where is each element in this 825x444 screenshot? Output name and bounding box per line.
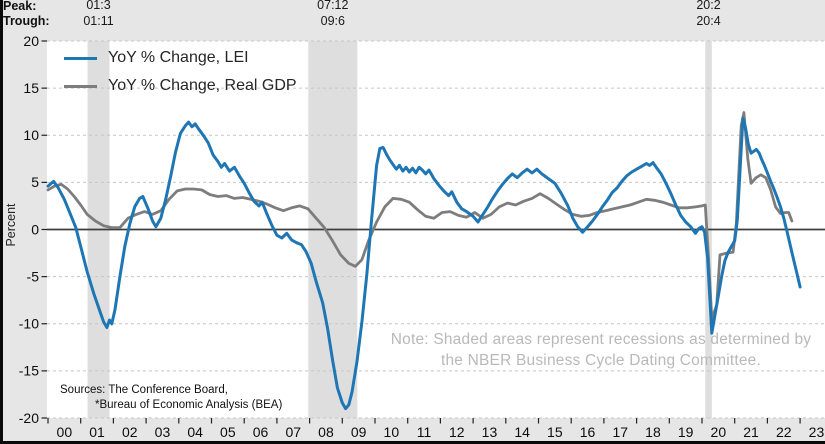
- x-tick-label: 19: [678, 424, 694, 440]
- x-tick-label: 06: [253, 424, 269, 440]
- y-tick-label: 20: [23, 33, 39, 49]
- x-tick-label: 02: [122, 424, 138, 440]
- x-tick-label: 13: [482, 424, 498, 440]
- recession-trough-date: 20:4: [696, 13, 721, 28]
- y-tick-label: -15: [19, 363, 39, 379]
- sources: Sources: The Conference Board, *Bureau o…: [60, 383, 282, 413]
- x-tick-label: 03: [155, 424, 171, 440]
- legend-label-lei: YoY % Change, LEI: [108, 49, 249, 66]
- y-tick-label: -20: [19, 410, 39, 426]
- x-tick-label: 14: [514, 424, 530, 440]
- x-tick-label: 05: [220, 424, 236, 440]
- x-tick-label: 12: [449, 424, 465, 440]
- y-tick-label: -10: [19, 316, 39, 332]
- recession-note: Note: Shaded areas represent recessions …: [383, 329, 819, 371]
- legend: YoY % Change, LEI YoY % Change, Real GDP: [64, 44, 297, 100]
- x-tick-label: 20: [711, 424, 727, 440]
- note-line-1: Note: Shaded areas represent recessions …: [390, 331, 812, 348]
- note-line-2: the NBER Business Cycle Dating Committee…: [440, 352, 762, 369]
- y-tick-label: 5: [31, 174, 39, 190]
- x-tick-label: 16: [580, 424, 596, 440]
- gdp-line-swatch: [64, 84, 97, 88]
- legend-item-lei: YoY % Change, LEI: [64, 44, 297, 72]
- x-tick-label: 21: [743, 424, 759, 440]
- recession-trough-date: 01:11: [83, 13, 114, 28]
- sources-line-2: *Bureau of Economic Analysis (BEA): [95, 399, 283, 411]
- recession-dates-2008: 07:12 09:6: [317, 0, 348, 29]
- recession-peak-date: 07:12: [317, 0, 349, 12]
- y-tick-label: -5: [27, 268, 40, 284]
- y-tick-label: 15: [23, 80, 39, 96]
- y-axis-title: Percent: [4, 203, 18, 247]
- peak-row-label: Peak:: [3, 0, 37, 13]
- recession-peak-date: 01:3: [86, 0, 111, 12]
- legend-item-gdp: YoY % Change, Real GDP: [64, 72, 297, 100]
- x-tick-label: 23: [809, 424, 825, 440]
- x-tick-label: 18: [645, 424, 661, 440]
- recession-peak-date: 20:2: [696, 0, 721, 12]
- x-tick-label: 01: [89, 424, 105, 440]
- x-tick-label: 10: [384, 424, 400, 440]
- x-tick-label: 15: [547, 424, 563, 440]
- y-tick-label: 0: [31, 221, 39, 237]
- lei-line-swatch: [64, 56, 97, 60]
- x-tick-label: 04: [187, 424, 203, 440]
- trough-row-label: Trough:: [3, 14, 50, 28]
- recession-dates-2001: 01:3 01:11: [83, 0, 113, 29]
- x-tick-label: 00: [57, 424, 73, 440]
- x-tick-label: 11: [417, 424, 432, 440]
- x-tick-label: 08: [318, 424, 334, 440]
- x-tick-label: 07: [285, 424, 301, 440]
- x-tick-label: 22: [776, 424, 792, 440]
- recession-dates-2020: 20:2 20:4: [696, 0, 720, 29]
- sources-line-1: Sources: The Conference Board,: [60, 384, 228, 396]
- x-tick-label: 17: [612, 424, 628, 440]
- legend-label-gdp: YoY % Change, Real GDP: [108, 77, 297, 94]
- recession-trough-date: 09:6: [320, 13, 345, 28]
- lei-line: [46, 116, 802, 411]
- x-tick-label: 09: [351, 424, 367, 440]
- y-tick-label: 10: [23, 127, 39, 143]
